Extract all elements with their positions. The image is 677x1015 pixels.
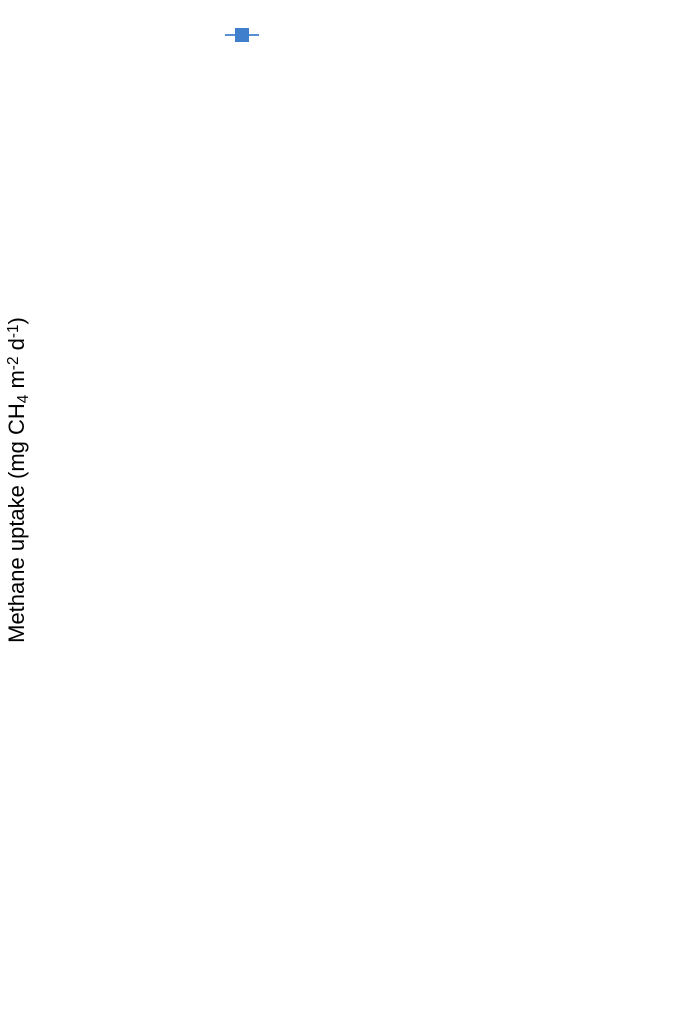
y-axis-label: Methane uptake (mg CH4 m-2 d-1): [4, 317, 32, 643]
legend-marker-square: [235, 28, 249, 42]
figure: Methane uptake (mg CH4 m-2 d-1): [0, 0, 677, 1015]
